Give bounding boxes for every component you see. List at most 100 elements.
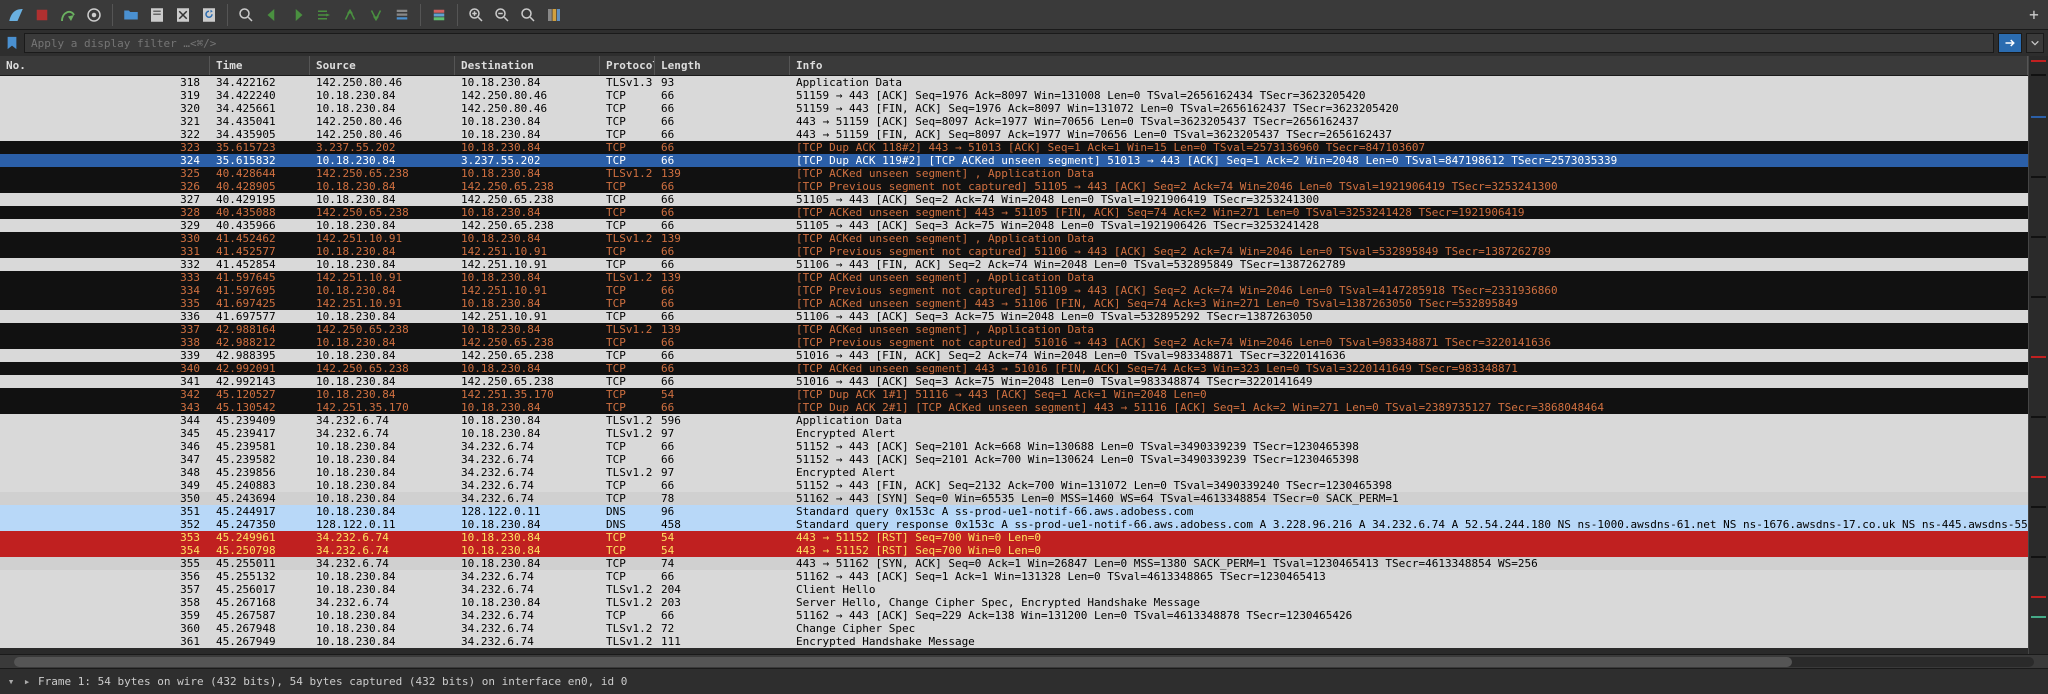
packet-row[interactable]: 33241.45285410.18.230.84142.251.10.91TCP… xyxy=(0,258,2028,271)
packet-row[interactable]: 33341.597645142.251.10.9110.18.230.84TLS… xyxy=(0,271,2028,284)
packet-row[interactable]: 33441.59769510.18.230.84142.251.10.91TCP… xyxy=(0,284,2028,297)
go-to-packet-icon[interactable] xyxy=(312,3,336,27)
packet-row[interactable]: 34845.23985610.18.230.8434.232.6.74TLSv1… xyxy=(0,466,2028,479)
packet-row[interactable]: 34142.99214310.18.230.84142.250.65.238TC… xyxy=(0,375,2028,388)
packet-row[interactable]: 31834.422162142.250.80.4610.18.230.84TLS… xyxy=(0,76,2028,89)
packet-row[interactable]: 35845.26716834.232.6.7410.18.230.84TLSv1… xyxy=(0,596,2028,609)
packet-row[interactable]: 36145.26794910.18.230.8434.232.6.74TLSv1… xyxy=(0,635,2028,648)
zoom-in-icon[interactable] xyxy=(464,3,488,27)
packet-row[interactable]: 32435.61583210.18.230.843.237.55.202TCP6… xyxy=(0,154,2028,167)
packet-cell: 10.18.230.84 xyxy=(310,102,455,115)
expand-tree-icon[interactable]: ▸ xyxy=(22,677,32,687)
packet-cell: TLSv1.2 xyxy=(600,596,655,609)
go-forward-icon[interactable] xyxy=(286,3,310,27)
packet-row[interactable]: 33942.98839510.18.230.84142.250.65.238TC… xyxy=(0,349,2028,362)
packet-cell: 10.18.230.84 xyxy=(310,583,455,596)
reload-file-icon[interactable] xyxy=(197,3,221,27)
toolbar-separator xyxy=(227,4,228,26)
find-packet-icon[interactable] xyxy=(234,3,258,27)
packet-row[interactable]: 32740.42919510.18.230.84142.250.65.238TC… xyxy=(0,193,2028,206)
packet-row[interactable]: 34645.23958110.18.230.8434.232.6.74TCP66… xyxy=(0,440,2028,453)
packet-row[interactable]: 35645.25513210.18.230.8434.232.6.74TCP66… xyxy=(0,570,2028,583)
packet-row[interactable]: 34445.23940934.232.6.7410.18.230.84TLSv1… xyxy=(0,414,2028,427)
packet-row[interactable]: 35245.247350128.122.0.1110.18.230.84DNS4… xyxy=(0,518,2028,531)
packet-row[interactable]: 32234.435905142.250.80.4610.18.230.84TCP… xyxy=(0,128,2028,141)
packet-cell: 142.251.10.91 xyxy=(310,297,455,310)
packet-cell: 142.250.65.238 xyxy=(310,362,455,375)
go-first-icon[interactable] xyxy=(338,3,362,27)
filter-history-dropdown[interactable] xyxy=(2026,33,2044,53)
packet-cell: 10.18.230.84 xyxy=(455,414,600,427)
packet-row[interactable]: 32640.42890510.18.230.84142.250.65.238TC… xyxy=(0,180,2028,193)
collapse-toggle-icon[interactable]: ▾ xyxy=(6,677,16,687)
packet-cell: TCP xyxy=(600,479,655,492)
packet-row[interactable]: 32840.435088142.250.65.23810.18.230.84TC… xyxy=(0,206,2028,219)
display-filter-input[interactable] xyxy=(24,33,1994,53)
packet-cell: 142.250.65.238 xyxy=(310,206,455,219)
column-header-source[interactable]: Source xyxy=(310,56,455,75)
packet-row[interactable]: 34345.130542142.251.35.17010.18.230.84TC… xyxy=(0,401,2028,414)
packet-cell: 10.18.230.84 xyxy=(455,362,600,375)
packet-cell: 10.18.230.84 xyxy=(310,258,455,271)
packet-cell: 333 xyxy=(0,271,210,284)
packet-row[interactable]: 35045.24369410.18.230.8434.232.6.74TCP78… xyxy=(0,492,2028,505)
go-last-icon[interactable] xyxy=(364,3,388,27)
packet-row[interactable]: 33742.988164142.250.65.23810.18.230.84TL… xyxy=(0,323,2028,336)
minimap-stripe xyxy=(2031,116,2046,118)
packet-list-header[interactable]: No. Time Source Destination Protocol Len… xyxy=(0,56,2028,76)
packet-row[interactable]: 32540.428644142.250.65.23810.18.230.84TL… xyxy=(0,167,2028,180)
packet-row[interactable]: 32335.6157233.237.55.20210.18.230.84TCP6… xyxy=(0,141,2028,154)
column-header-destination[interactable]: Destination xyxy=(455,56,600,75)
close-file-icon[interactable] xyxy=(171,3,195,27)
apply-filter-button[interactable] xyxy=(1998,33,2022,53)
add-toolbar-button[interactable]: + xyxy=(2024,5,2044,25)
auto-scroll-icon[interactable] xyxy=(390,3,414,27)
horizontal-scrollbar[interactable] xyxy=(0,654,2048,668)
zoom-out-icon[interactable] xyxy=(490,3,514,27)
packet-row[interactable]: 33141.45257710.18.230.84142.251.10.91TCP… xyxy=(0,245,2028,258)
packet-row[interactable]: 35945.26758710.18.230.8434.232.6.74TCP66… xyxy=(0,609,2028,622)
packet-row[interactable]: 31934.42224010.18.230.84142.250.80.46TCP… xyxy=(0,89,2028,102)
packet-row[interactable]: 36045.26794810.18.230.8434.232.6.74TLSv1… xyxy=(0,622,2028,635)
shark-fin-icon[interactable] xyxy=(4,3,28,27)
bookmark-icon[interactable] xyxy=(4,35,20,51)
packet-row[interactable]: 34042.992091142.250.65.23810.18.230.84TC… xyxy=(0,362,2028,375)
restart-capture-icon[interactable] xyxy=(56,3,80,27)
packet-row[interactable]: 33842.98821210.18.230.84142.250.65.238TC… xyxy=(0,336,2028,349)
packet-row[interactable]: 34245.12052710.18.230.84142.251.35.170TC… xyxy=(0,388,2028,401)
packet-row[interactable]: 35545.25501134.232.6.7410.18.230.84TCP74… xyxy=(0,557,2028,570)
column-header-protocol[interactable]: Protocol xyxy=(600,56,655,75)
column-header-no[interactable]: No. xyxy=(0,56,210,75)
zoom-reset-icon[interactable] xyxy=(516,3,540,27)
packet-row[interactable]: 35145.24491710.18.230.84128.122.0.11DNS9… xyxy=(0,505,2028,518)
save-file-icon[interactable] xyxy=(145,3,169,27)
packet-row[interactable]: 34945.24088310.18.230.8434.232.6.74TCP66… xyxy=(0,479,2028,492)
packet-cell: 338 xyxy=(0,336,210,349)
packet-minimap[interactable] xyxy=(2028,56,2048,654)
column-header-info[interactable]: Info xyxy=(790,56,2028,75)
packet-row[interactable]: 35445.25079834.232.6.7410.18.230.84TCP54… xyxy=(0,544,2028,557)
packet-row[interactable]: 32940.43596610.18.230.84142.250.65.238TC… xyxy=(0,219,2028,232)
packet-row[interactable]: 33641.69757710.18.230.84142.251.10.91TCP… xyxy=(0,310,2028,323)
packet-cell: 34.422162 xyxy=(210,76,310,89)
packet-row[interactable]: 33541.697425142.251.10.9110.18.230.84TCP… xyxy=(0,297,2028,310)
packet-cell: 40.429195 xyxy=(210,193,310,206)
packet-row[interactable]: 32134.435041142.250.80.4610.18.230.84TCP… xyxy=(0,115,2028,128)
packet-list-main[interactable]: No. Time Source Destination Protocol Len… xyxy=(0,56,2028,654)
column-header-length[interactable]: Length xyxy=(655,56,790,75)
scrollbar-thumb[interactable] xyxy=(14,657,1792,667)
packet-row[interactable]: 34745.23958210.18.230.8434.232.6.74TCP66… xyxy=(0,453,2028,466)
column-header-time[interactable]: Time xyxy=(210,56,310,75)
stop-capture-icon[interactable] xyxy=(30,3,54,27)
colorize-icon[interactable] xyxy=(427,3,451,27)
capture-options-icon[interactable] xyxy=(82,3,106,27)
resize-columns-icon[interactable] xyxy=(542,3,566,27)
packet-cell: 45.255132 xyxy=(210,570,310,583)
open-file-icon[interactable] xyxy=(119,3,143,27)
packet-row[interactable]: 35345.24996134.232.6.7410.18.230.84TCP54… xyxy=(0,531,2028,544)
go-back-icon[interactable] xyxy=(260,3,284,27)
packet-row[interactable]: 34545.23941734.232.6.7410.18.230.84TLSv1… xyxy=(0,427,2028,440)
packet-row[interactable]: 32034.42566110.18.230.84142.250.80.46TCP… xyxy=(0,102,2028,115)
packet-row[interactable]: 33041.452462142.251.10.9110.18.230.84TLS… xyxy=(0,232,2028,245)
packet-row[interactable]: 35745.25601710.18.230.8434.232.6.74TLSv1… xyxy=(0,583,2028,596)
